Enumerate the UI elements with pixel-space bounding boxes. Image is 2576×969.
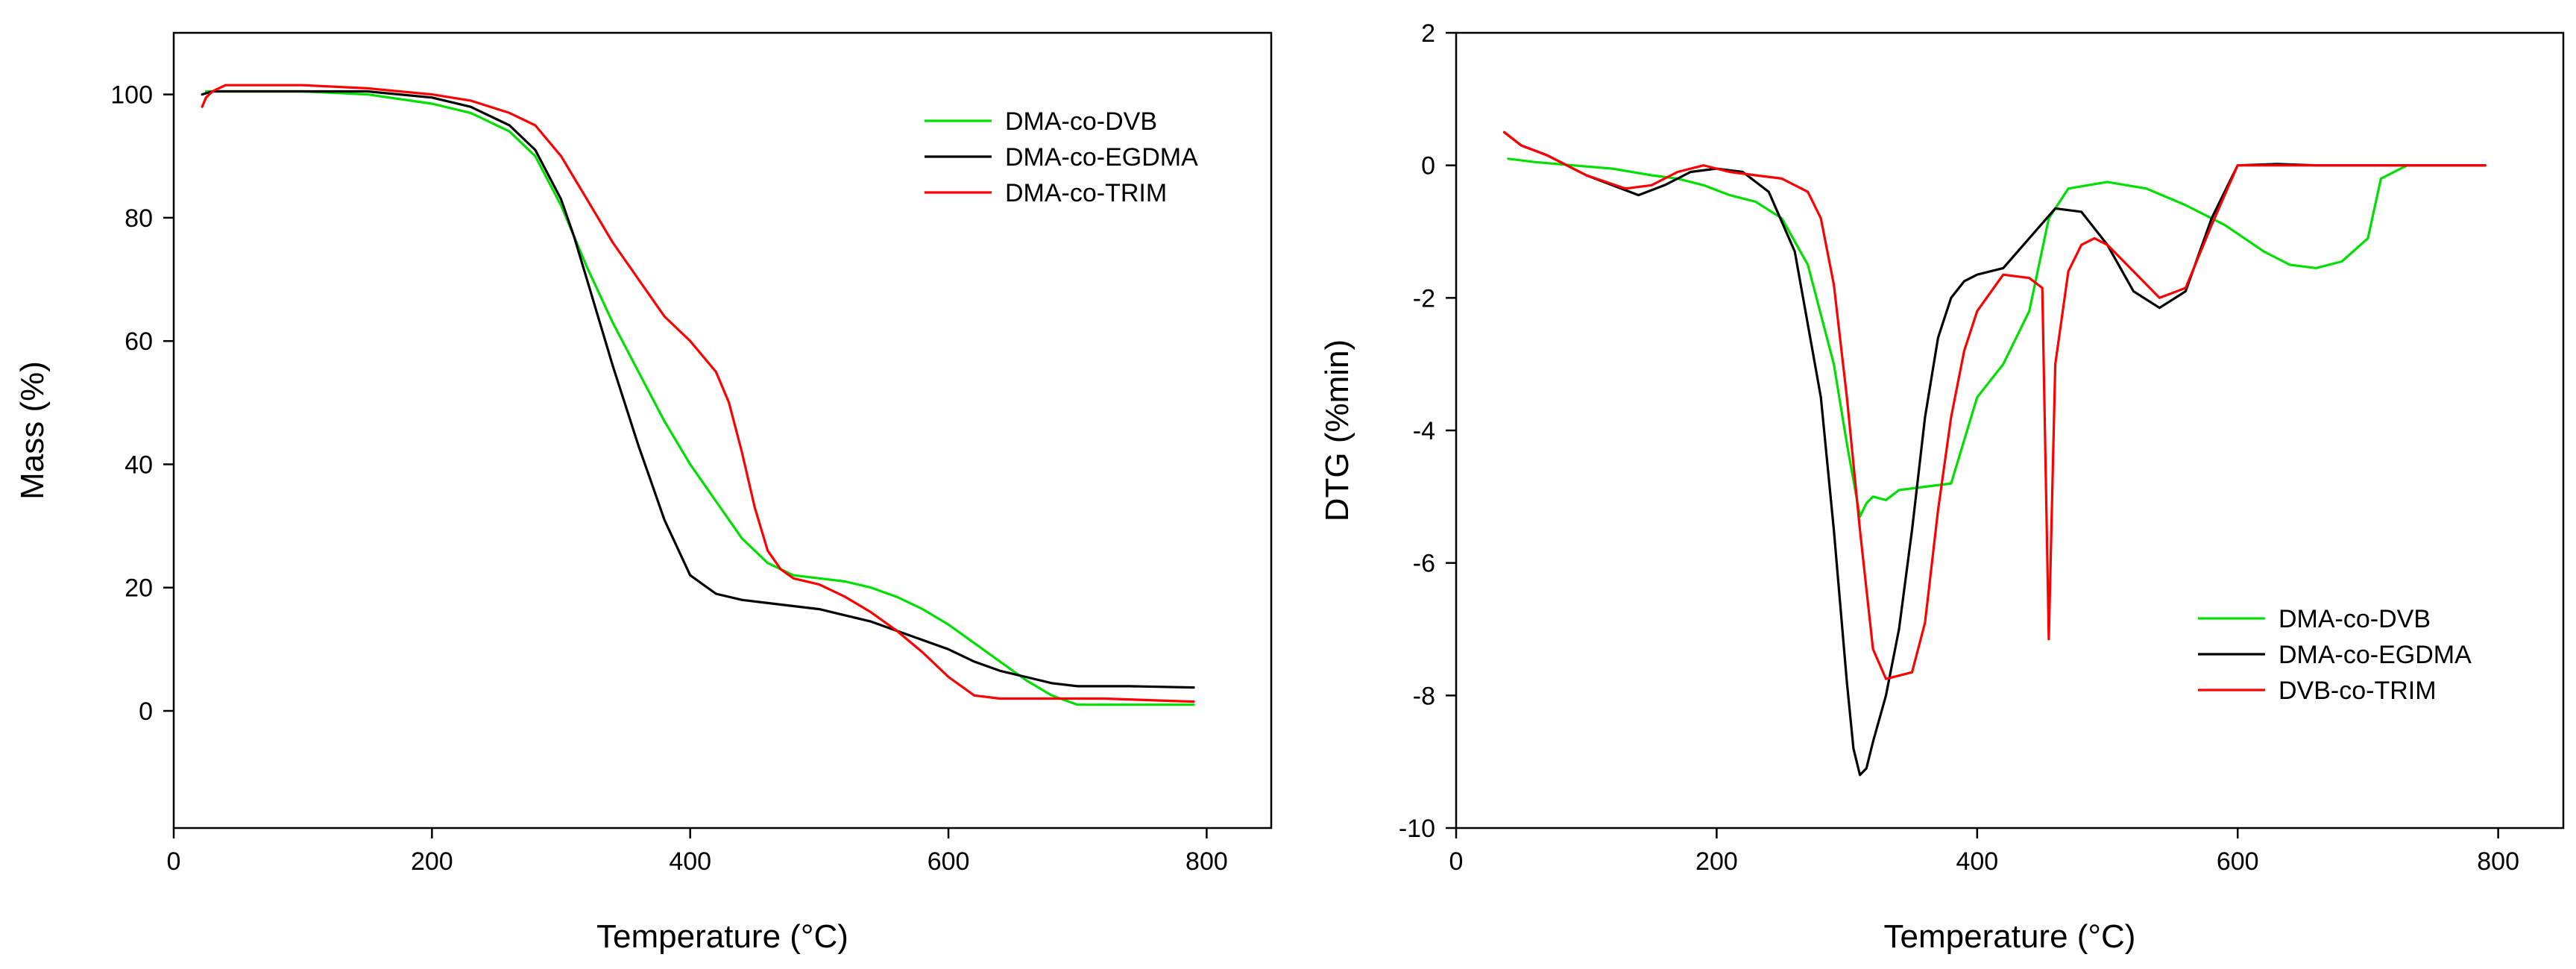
x-tick-label: 0: [167, 847, 181, 876]
y-tick-label: -2: [1413, 284, 1435, 313]
x-tick-label: 0: [1449, 847, 1464, 876]
plot-frame: [172, 31, 1273, 830]
chart-1: 0 200 400 600 800 0 20 40 60 80 100 Temperature (°C…: [14, 31, 1273, 955]
y-tick-label: -8: [1413, 682, 1435, 710]
y-axis-title: DTG (%min): [1319, 339, 1355, 521]
x-axis-title: Temperature (°C): [1884, 918, 2136, 955]
legend-label: DMA-co-TRIM: [1005, 179, 1167, 207]
series-line-dma-co-trim: [201, 84, 1195, 703]
chart-2: 0 200 400 600 800 -10 -8 -6 -4 -2 0 2 Temperature (°…: [1319, 19, 2565, 955]
x-tick-label: 200: [411, 847, 453, 876]
y-tick-label: 100: [110, 81, 153, 110]
legend: DMA-co-DVB DMA-co-EGDMA DVB-co-TRIM: [2198, 605, 2472, 705]
legend-label: DMA-co-EGDMA: [2279, 641, 2472, 669]
x-tick-label: 200: [1695, 847, 1738, 876]
y-tick-label: 2: [1421, 19, 1435, 48]
legend-label: DMA-co-EGDMA: [1005, 143, 1198, 172]
x-tick-label: 600: [928, 847, 970, 876]
y-tick-label: -4: [1413, 417, 1435, 445]
series-line-dvb-co-trim: [1503, 131, 2487, 680]
x-axis-title: Temperature (°C): [596, 918, 848, 955]
legend: DMA-co-DVB DMA-co-EGDMA DMA-co-TRIM: [925, 107, 1198, 207]
y-tick-label: -6: [1413, 550, 1435, 578]
x-tick-label: 600: [2217, 847, 2259, 876]
series-line-dma-co-egdma: [201, 90, 1195, 689]
legend-label: DVB-co-TRIM: [2279, 677, 2437, 705]
series-line-dma-co-dvb: [1507, 157, 2487, 518]
y-tick-label: 0: [139, 697, 153, 726]
x-tick-label: 800: [2477, 847, 2519, 876]
legend-label: DMA-co-DVB: [1005, 107, 1157, 136]
y-tick-label: -10: [1399, 815, 1435, 843]
y-tick-label: 60: [125, 327, 153, 356]
y-tick-label: 40: [125, 451, 153, 479]
y-axis-title: Mass (%): [14, 361, 51, 500]
y-tick-label: 80: [125, 204, 153, 233]
x-tick-label: 400: [1956, 847, 1998, 876]
x-tick-label: 400: [669, 847, 711, 876]
x-tick-label: 800: [1185, 847, 1228, 876]
y-tick-label: 0: [1421, 152, 1435, 181]
plot-frame: [1455, 31, 2565, 830]
y-tick-label: 20: [125, 574, 153, 603]
legend-label: DMA-co-DVB: [2279, 605, 2431, 633]
